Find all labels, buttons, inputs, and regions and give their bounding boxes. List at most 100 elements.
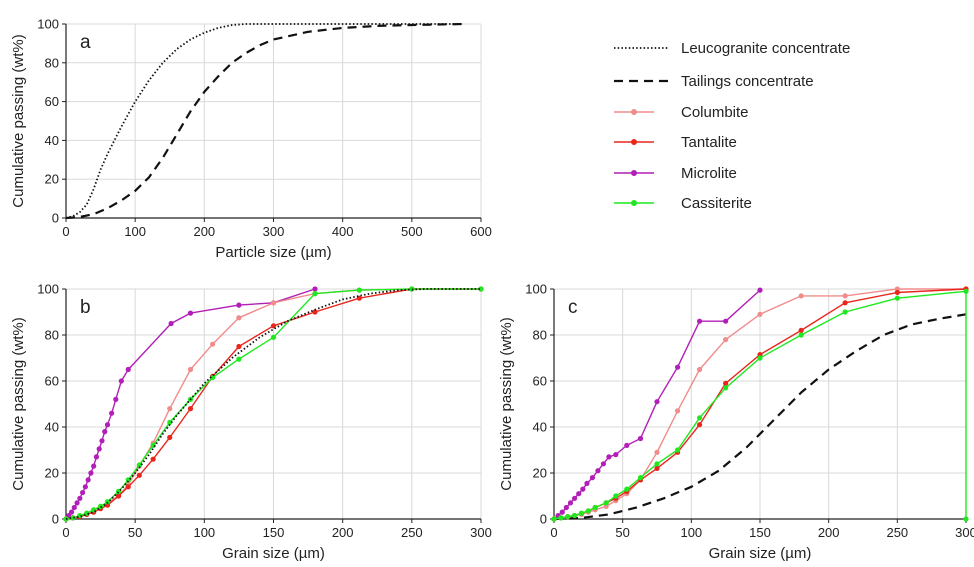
data-point-tantalite xyxy=(842,300,848,306)
legend-entry-leucogranite: Leucogranite concentrate xyxy=(614,40,850,57)
y-tick-label: 80 xyxy=(533,328,547,343)
data-point-cassiterite xyxy=(963,288,969,294)
x-tick-label: 100 xyxy=(124,224,146,239)
y-tick-label: 20 xyxy=(45,466,59,481)
data-point-cassiterite xyxy=(842,309,848,315)
legend-label-columbite: Columbite xyxy=(681,104,749,121)
y-tick-label: 80 xyxy=(45,328,59,343)
data-point-microlite xyxy=(236,302,242,308)
data-point-tantalite xyxy=(894,289,900,296)
data-point-microlite xyxy=(168,320,174,327)
y-axis-label: Cumulative passing (wt%) xyxy=(10,317,27,490)
data-point-microlite xyxy=(576,491,582,497)
data-point-cassiterite xyxy=(757,355,763,361)
x-axis-label: Grain size (µm) xyxy=(709,545,812,562)
y-tick-label: 40 xyxy=(45,133,59,148)
legend-marker-tantalite xyxy=(631,139,637,145)
legend-entry-columbite: Columbite xyxy=(614,104,749,121)
data-point-microlite xyxy=(88,470,94,476)
x-tick-label: 250 xyxy=(886,525,908,540)
data-point-tantalite xyxy=(150,456,156,462)
data-point-microlite xyxy=(572,495,578,501)
legend-marker-cassiterite xyxy=(631,200,637,206)
data-point-microlite xyxy=(82,484,88,490)
legend-label-tantalite: Tantalite xyxy=(681,134,737,151)
data-point-cassiterite xyxy=(675,447,681,453)
legend-marker-columbite xyxy=(631,109,637,115)
data-point-microlite xyxy=(559,509,565,515)
x-tick-label: 400 xyxy=(332,224,354,239)
data-point-microlite xyxy=(102,429,108,435)
data-point-cassiterite xyxy=(637,475,644,481)
x-tick-label: 300 xyxy=(470,525,492,540)
x-tick-label: 100 xyxy=(193,525,215,540)
data-point-microlite xyxy=(675,364,681,370)
data-point-columbite xyxy=(236,315,242,321)
data-point-microlite xyxy=(66,512,72,519)
panel-letter: a xyxy=(80,32,91,53)
data-point-cassiterite xyxy=(613,493,619,499)
data-point-tantalite xyxy=(115,493,122,499)
x-tick-label: 150 xyxy=(749,525,771,540)
data-point-microlite xyxy=(91,463,97,469)
series-line-tailings xyxy=(553,313,967,521)
data-point-microlite xyxy=(584,480,590,486)
data-point-microlite xyxy=(613,452,619,458)
data-point-tantalite xyxy=(654,465,660,471)
y-axis-label: Cumulative passing (wt%) xyxy=(10,34,27,207)
panel-letter: b xyxy=(80,297,91,318)
data-point-tantalite xyxy=(187,406,194,412)
legend-label-cassiterite: Cassiterite xyxy=(681,195,752,212)
data-point-microlite xyxy=(80,489,86,496)
data-point-microlite xyxy=(606,454,612,460)
x-tick-label: 0 xyxy=(62,525,69,540)
x-tick-label: 200 xyxy=(332,525,354,540)
data-point-microlite xyxy=(637,435,644,442)
data-point-tantalite xyxy=(167,434,173,440)
data-point-microlite xyxy=(125,366,131,373)
data-point-microlite xyxy=(624,442,630,448)
data-point-tantalite xyxy=(696,422,703,428)
panels: 0 100 200 300 400 500 600020406080100Particle … xyxy=(10,17,974,563)
data-point-cassiterite xyxy=(572,512,578,519)
data-point-columbite xyxy=(757,311,763,317)
data-point-cassiterite xyxy=(312,291,318,297)
panel-c: 0 50 100 150 200 250 300 0 20 40 60 80 100 Grain size… xyxy=(498,282,974,563)
data-point-cassiterite xyxy=(696,415,703,421)
data-point-cassiterite xyxy=(558,515,564,521)
y-tick-label: 100 xyxy=(37,17,59,32)
data-point-tantalite xyxy=(270,323,277,329)
data-point-microlite xyxy=(85,477,91,483)
y-tick-label: 20 xyxy=(533,466,547,481)
legend-entry-tailings: Tailings concentrate xyxy=(614,73,814,90)
y-tick-label: 60 xyxy=(533,374,547,389)
x-axis-label: Grain size (µm) xyxy=(222,545,325,562)
data-point-microlite xyxy=(104,422,111,428)
data-point-tantalite xyxy=(125,484,131,490)
x-tick-label: 150 xyxy=(263,525,285,540)
x-tick-label: 200 xyxy=(193,224,215,239)
y-tick-label: 0 xyxy=(52,211,59,226)
data-point-microlite xyxy=(654,399,660,405)
data-point-cassiterite xyxy=(236,356,242,362)
data-point-microlite xyxy=(99,438,105,444)
legend-entry-microlite: Microlite xyxy=(614,165,737,182)
series-line-leucogranite xyxy=(65,288,481,520)
data-point-tantalite xyxy=(798,327,804,333)
y-tick-label: 40 xyxy=(533,420,547,435)
data-point-cassiterite xyxy=(894,295,900,301)
x-tick-label: 200 xyxy=(818,525,840,540)
data-point-columbite xyxy=(723,337,729,343)
y-tick-label: 100 xyxy=(525,282,547,297)
y-tick-label: 60 xyxy=(45,94,59,109)
data-point-microlite xyxy=(68,509,75,515)
data-point-cassiterite xyxy=(70,515,76,521)
data-point-columbite xyxy=(798,293,804,299)
x-tick-label: 250 xyxy=(401,525,423,540)
data-point-cassiterite xyxy=(798,332,804,338)
x-tick-label: 300 xyxy=(263,224,285,239)
x-tick-label: 300 xyxy=(955,525,974,540)
legend-marker-microlite xyxy=(631,170,637,176)
data-point-microlite xyxy=(77,495,83,501)
data-point-cassiterite xyxy=(478,286,484,292)
